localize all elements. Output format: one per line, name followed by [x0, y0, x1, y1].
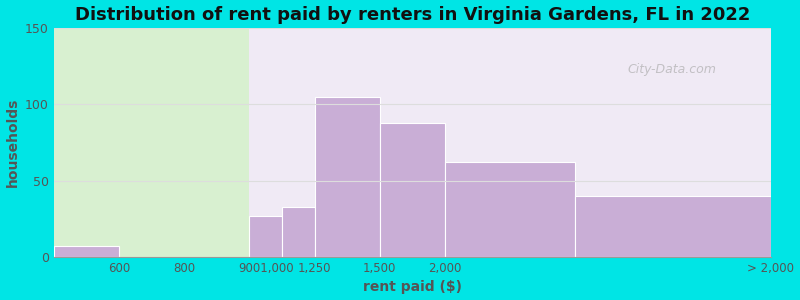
- Y-axis label: households: households: [6, 98, 19, 187]
- Bar: [282, 207, 314, 257]
- Bar: [250, 28, 771, 257]
- Bar: [575, 196, 771, 257]
- Bar: [445, 162, 575, 257]
- Bar: [250, 216, 282, 257]
- Bar: [380, 123, 445, 257]
- Bar: [314, 97, 380, 257]
- X-axis label: rent paid ($): rent paid ($): [363, 280, 462, 294]
- Text: City-Data.com: City-Data.com: [627, 63, 717, 76]
- Bar: [54, 246, 119, 257]
- Title: Distribution of rent paid by renters in Virginia Gardens, FL in 2022: Distribution of rent paid by renters in …: [74, 6, 750, 24]
